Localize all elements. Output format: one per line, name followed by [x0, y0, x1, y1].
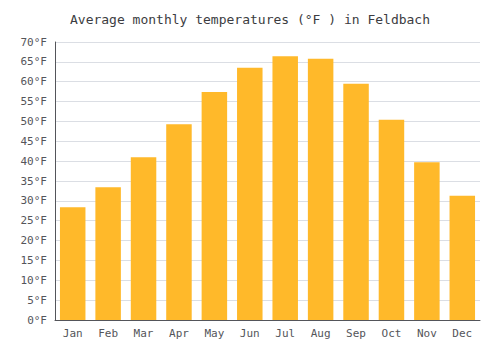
svg-text:Average monthly temperatures (: Average monthly temperatures (°F ) in Fe… [70, 12, 430, 27]
svg-text:Feb: Feb [98, 327, 118, 340]
svg-text:20°F: 20°F [21, 234, 48, 247]
svg-text:30°F: 30°F [21, 194, 48, 207]
svg-text:70°F: 70°F [21, 36, 48, 49]
svg-text:15°F: 15°F [21, 254, 48, 267]
svg-text:45°F: 45°F [21, 135, 48, 148]
svg-text:50°F: 50°F [21, 115, 48, 128]
svg-text:35°F: 35°F [21, 175, 48, 188]
svg-text:Dec: Dec [452, 327, 472, 340]
svg-text:Sep: Sep [346, 327, 366, 340]
svg-text:25°F: 25°F [21, 214, 48, 227]
svg-text:Jun: Jun [240, 327, 260, 340]
svg-text:55°F: 55°F [21, 95, 48, 108]
svg-text:May: May [204, 327, 224, 340]
svg-text:Apr: Apr [169, 327, 189, 340]
svg-text:Mar: Mar [134, 327, 154, 340]
svg-text:Nov: Nov [417, 327, 437, 340]
svg-text:60°F: 60°F [21, 75, 48, 88]
svg-text:Jan: Jan [63, 327, 83, 340]
svg-text:65°F: 65°F [21, 55, 48, 68]
svg-text:Oct: Oct [382, 327, 402, 340]
svg-text:40°F: 40°F [21, 155, 48, 168]
svg-text:0°F: 0°F [27, 314, 47, 327]
svg-text:Aug: Aug [311, 327, 331, 340]
svg-text:Jul: Jul [275, 327, 295, 340]
svg-text:5°F: 5°F [27, 294, 47, 307]
svg-text:10°F: 10°F [21, 274, 48, 287]
